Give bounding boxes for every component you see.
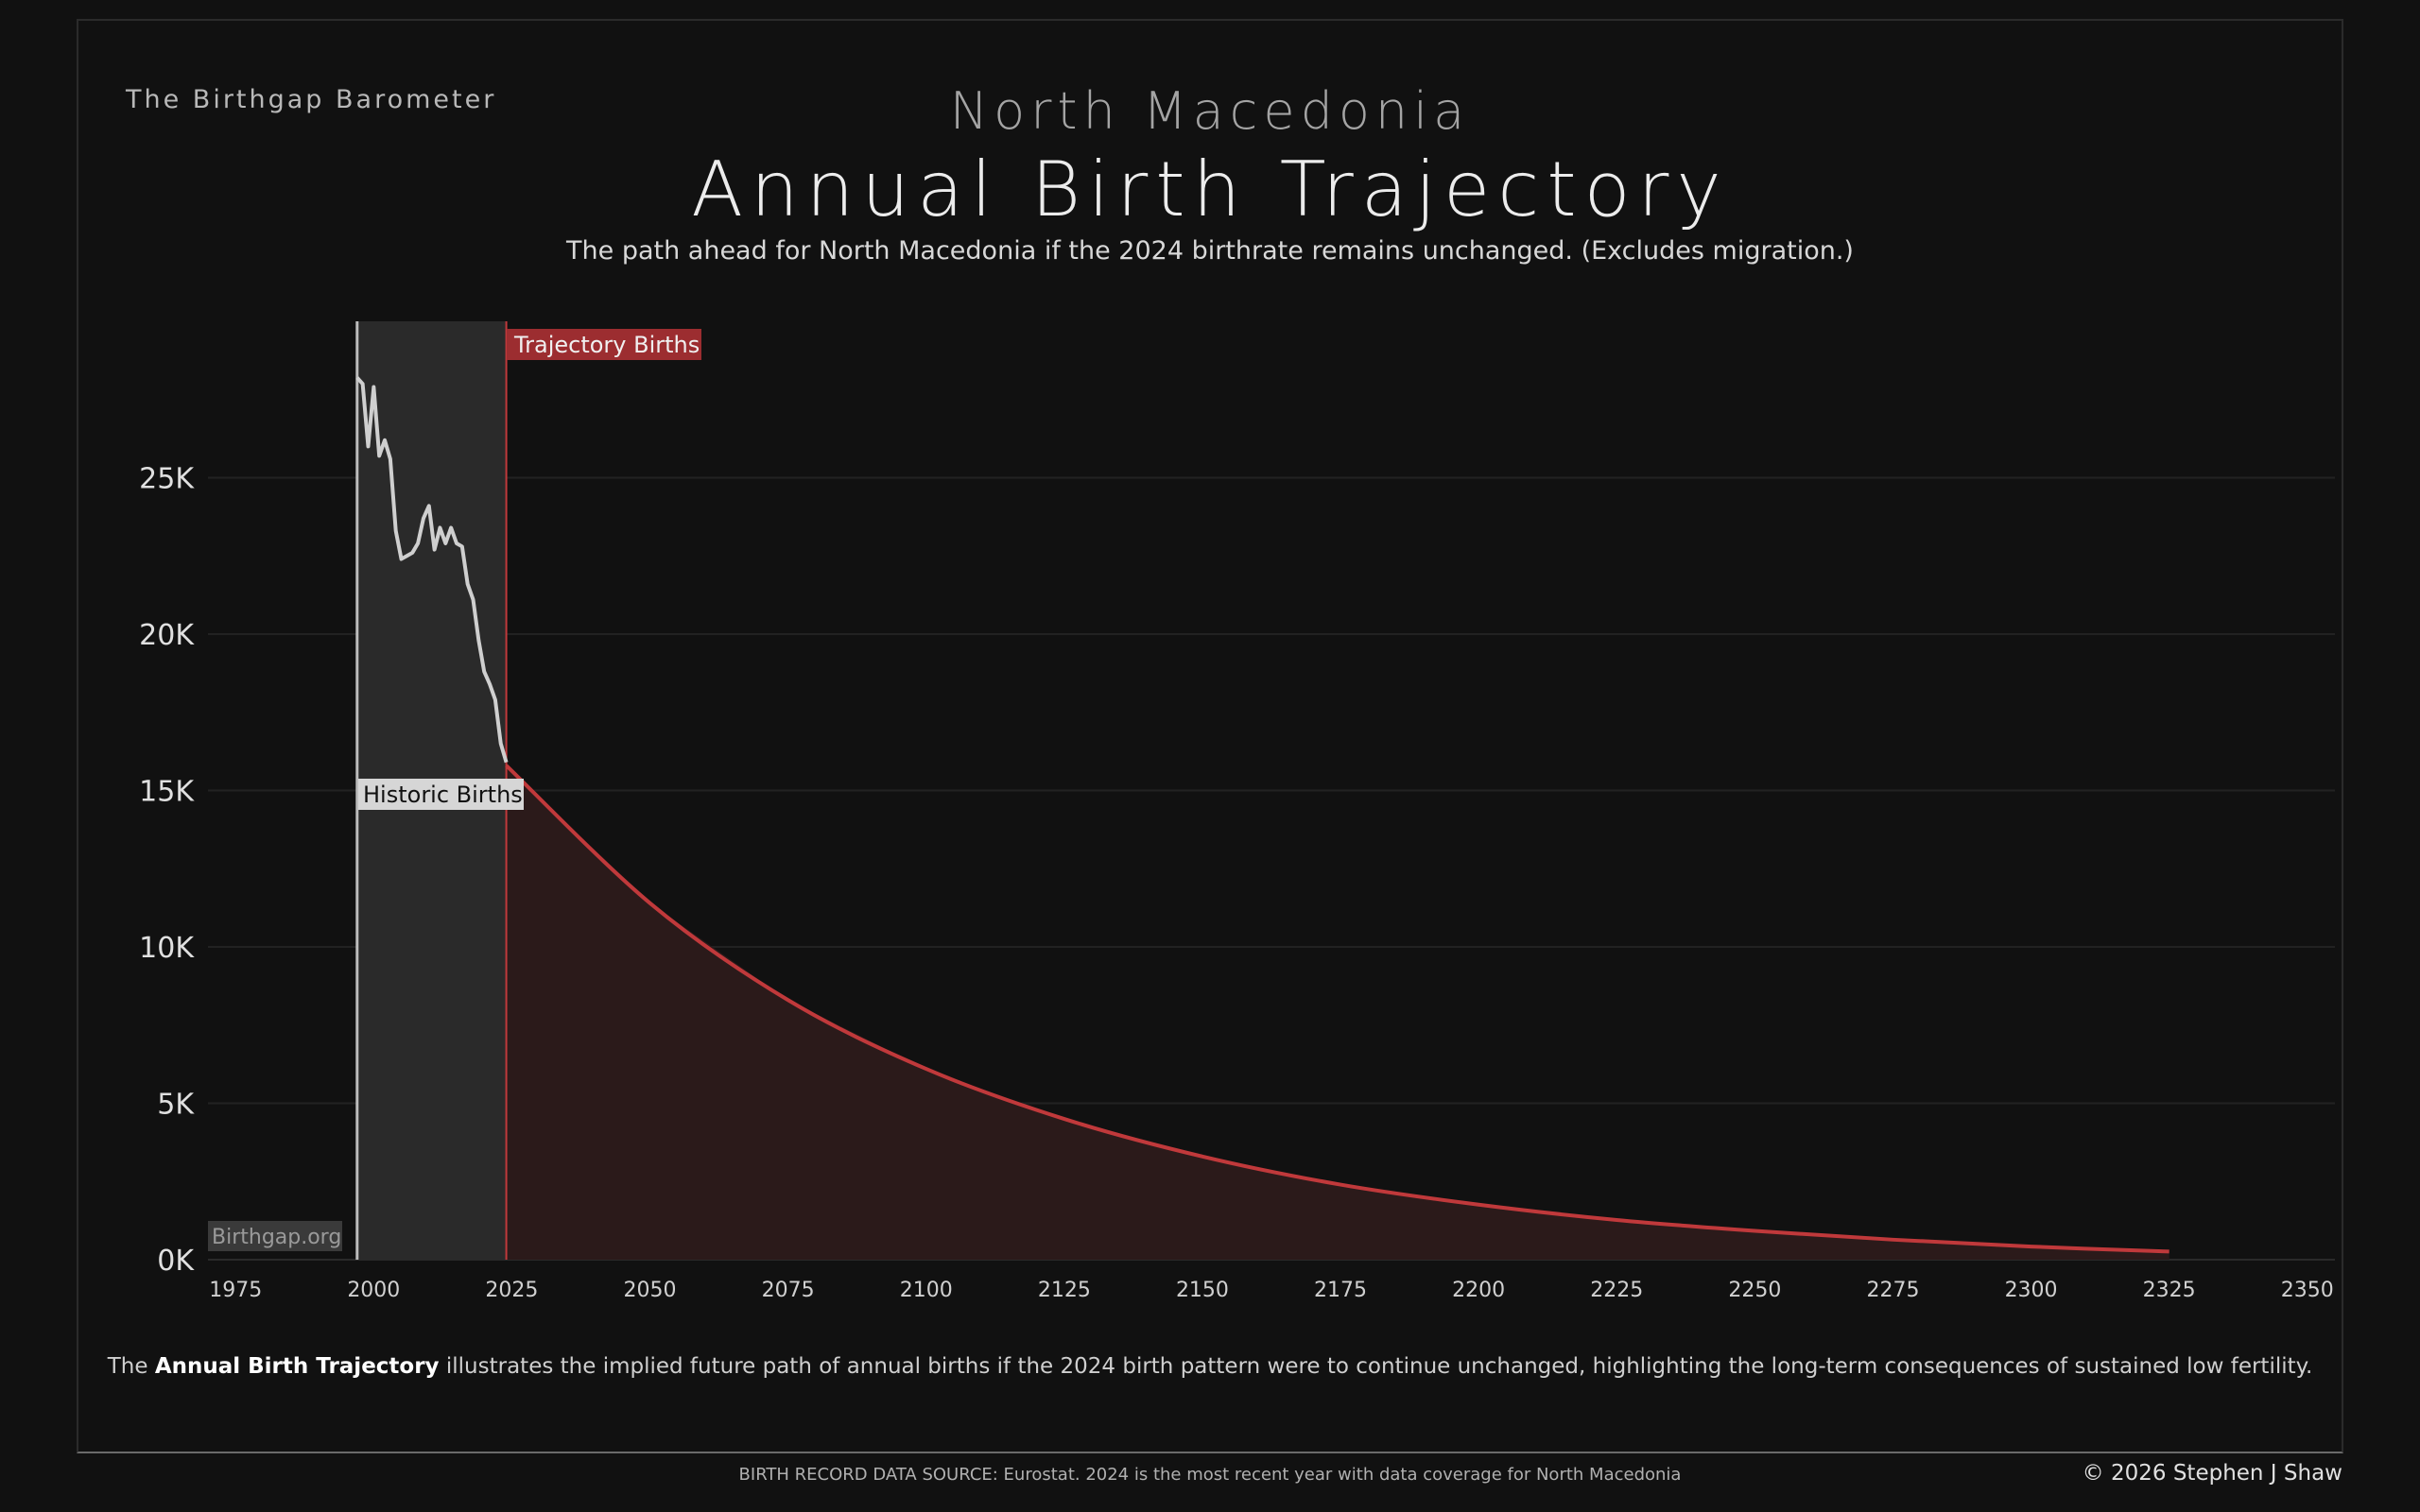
y-tick-label: 15K	[139, 776, 195, 809]
series-lines	[355, 321, 2169, 1260]
y-tick-label: 25K	[139, 463, 195, 496]
x-tick-label: 1975	[209, 1279, 262, 1302]
x-tick-label: 2000	[347, 1279, 400, 1302]
y-tick-label: 0K	[157, 1245, 195, 1278]
x-tick-label: 2225	[1590, 1279, 1643, 1302]
x-tick-label: 2275	[1866, 1279, 1919, 1302]
y-tick-label: 5K	[157, 1089, 195, 1122]
chart-subtitle: The path ahead for North Macedonia if th…	[566, 236, 1854, 266]
axis-ticks: 0K 5K 10K 15K 20K 25K 1975 2000 2025 2050 2075 2100…	[139, 463, 2334, 1303]
x-tick-label: 2100	[900, 1279, 953, 1302]
x-tick-label: 2300	[2005, 1279, 2058, 1302]
historic-births-line	[355, 376, 509, 764]
data-source-note: BIRTH RECORD DATA SOURCE: Eurostat. 2024…	[738, 1465, 1682, 1485]
x-tick-label: 2175	[1314, 1279, 1367, 1302]
country-heading: North Macedonia	[949, 81, 1471, 141]
series-labels: Trajectory Births Historic Births Birthg…	[208, 329, 701, 1251]
watermark-bg	[208, 1221, 342, 1251]
x-tick-label: 2250	[1728, 1279, 1781, 1302]
historic-label-bg	[358, 779, 524, 810]
x-tick-label: 2025	[485, 1279, 538, 1302]
trajectory-label-bg	[507, 329, 701, 360]
caption-post: illustrates the implied future path of a…	[439, 1354, 2313, 1379]
y-tick-label: 20K	[139, 619, 195, 652]
x-tick-label: 2350	[2281, 1279, 2334, 1302]
caption: The Annual Birth Trajectory illustrates …	[0, 1354, 2420, 1379]
copyright: © 2026 Stephen J Shaw	[2082, 1461, 2342, 1486]
y-tick-label: 10K	[139, 932, 195, 965]
trajectory-births-line	[505, 764, 2169, 1254]
watermark-label: Birthgap.org	[212, 1226, 341, 1249]
x-tick-label: 2075	[762, 1279, 815, 1302]
trajectory-label: Trajectory Births	[513, 332, 700, 358]
historic-label: Historic Births	[363, 782, 523, 808]
chart-frame	[77, 19, 2343, 1453]
x-tick-label: 2325	[2143, 1279, 2196, 1302]
x-tick-label: 2050	[624, 1279, 677, 1302]
x-tick-label: 2125	[1038, 1279, 1091, 1302]
x-tick-label: 2200	[1452, 1279, 1505, 1302]
brand-label: The Birthgap Barometer	[126, 85, 497, 114]
chart-title: Annual Birth Trajectory	[691, 146, 1729, 233]
x-tick-label: 2150	[1176, 1279, 1229, 1302]
birth-trajectory-chart: 0K 5K 10K 15K 20K 25K 1975 2000 2025 2050 2075 2100…	[139, 321, 2335, 1303]
caption-bold: Annual Birth Trajectory	[154, 1354, 440, 1379]
caption-pre: The	[107, 1354, 155, 1379]
trajectory-area	[506, 765, 2169, 1260]
